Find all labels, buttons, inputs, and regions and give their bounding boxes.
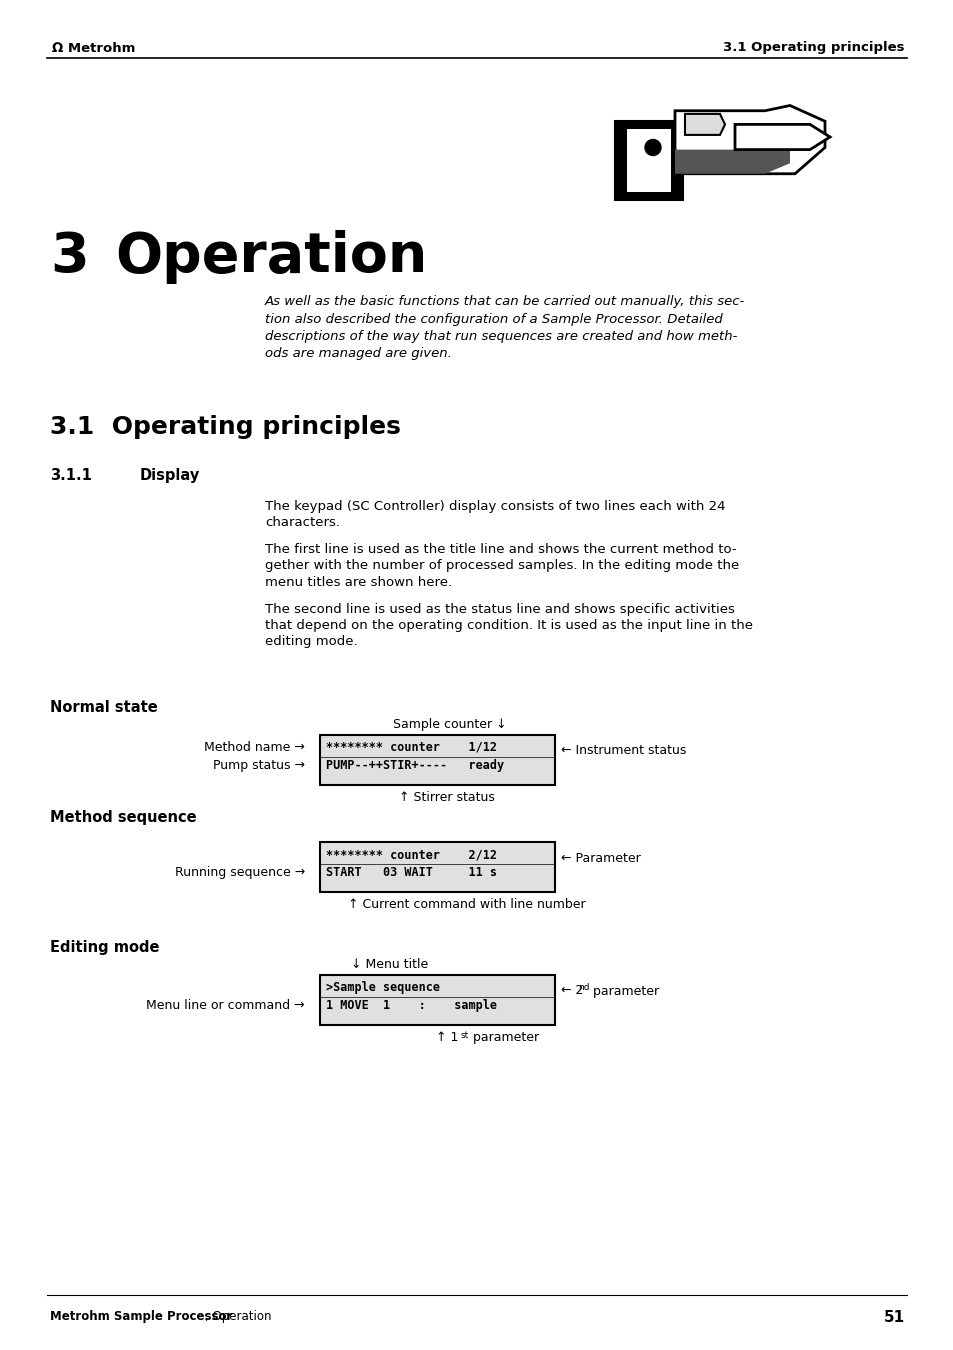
Text: , Operation: , Operation xyxy=(205,1310,272,1323)
Bar xyxy=(319,975,555,1025)
Text: Editing mode: Editing mode xyxy=(50,940,159,954)
Text: >Sample sequence: >Sample sequence xyxy=(326,981,439,994)
Text: Operation: Operation xyxy=(115,230,427,284)
Text: st: st xyxy=(460,1031,469,1040)
Text: 3.1.1: 3.1.1 xyxy=(50,468,91,483)
Text: Display: Display xyxy=(140,468,200,483)
Text: ← 2: ← 2 xyxy=(560,984,583,998)
Text: Menu line or command →: Menu line or command → xyxy=(146,999,305,1012)
Text: Method sequence: Method sequence xyxy=(50,810,196,825)
Text: PUMP--++STIR+----   ready: PUMP--++STIR+---- ready xyxy=(326,759,503,772)
Text: 51: 51 xyxy=(882,1310,904,1324)
Bar xyxy=(319,734,555,784)
Text: As well as the basic functions that can be carried out manually, this sec-: As well as the basic functions that can … xyxy=(265,296,744,308)
Text: nd: nd xyxy=(578,983,589,991)
Text: parameter: parameter xyxy=(469,1031,538,1044)
Text: 3.1 Operating principles: 3.1 Operating principles xyxy=(722,42,904,54)
Text: menu titles are shown here.: menu titles are shown here. xyxy=(265,576,452,589)
Text: Normal state: Normal state xyxy=(50,701,157,716)
Text: Ω Metrohm: Ω Metrohm xyxy=(52,42,135,54)
Text: Sample counter ↓: Sample counter ↓ xyxy=(393,718,506,730)
Polygon shape xyxy=(734,124,829,150)
FancyBboxPatch shape xyxy=(615,122,682,200)
Text: descriptions of the way that run sequences are created and how meth-: descriptions of the way that run sequenc… xyxy=(265,329,737,343)
Text: that depend on the operating condition. It is used as the input line in the: that depend on the operating condition. … xyxy=(265,620,752,632)
Text: Running sequence →: Running sequence → xyxy=(174,865,305,879)
Text: Metrohm Sample Processor: Metrohm Sample Processor xyxy=(50,1310,233,1323)
Text: ← Instrument status: ← Instrument status xyxy=(560,744,685,757)
Text: Method name →: Method name → xyxy=(204,741,305,755)
Text: 3: 3 xyxy=(50,230,89,284)
FancyBboxPatch shape xyxy=(626,130,670,192)
Text: 1 MOVE  1    :    sample: 1 MOVE 1 : sample xyxy=(326,999,497,1012)
Text: tion also described the configuration of a Sample Processor. Detailed: tion also described the configuration of… xyxy=(265,312,722,325)
Text: The second line is used as the status line and shows specific activities: The second line is used as the status li… xyxy=(265,602,734,616)
Text: Pump status →: Pump status → xyxy=(213,759,305,772)
Polygon shape xyxy=(684,113,724,135)
Text: 3.1  Operating principles: 3.1 Operating principles xyxy=(50,414,400,439)
Text: ← Parameter: ← Parameter xyxy=(560,852,640,864)
Text: ↑ Stirrer status: ↑ Stirrer status xyxy=(398,791,495,805)
Text: START   03 WAIT     11 s: START 03 WAIT 11 s xyxy=(326,865,497,879)
Text: ↑ Current command with line number: ↑ Current command with line number xyxy=(348,898,585,911)
Polygon shape xyxy=(675,105,824,174)
Bar xyxy=(319,842,555,892)
Text: characters.: characters. xyxy=(265,517,339,529)
Text: ods are managed are given.: ods are managed are given. xyxy=(265,347,452,360)
Text: The keypad (SC Controller) display consists of two lines each with 24: The keypad (SC Controller) display consi… xyxy=(265,500,724,513)
Text: ↓ Menu title: ↓ Menu title xyxy=(351,958,428,971)
Text: gether with the number of processed samples. In the editing mode the: gether with the number of processed samp… xyxy=(265,559,739,572)
Text: ******** counter    1/12: ******** counter 1/12 xyxy=(326,741,497,755)
Text: ↑ 1: ↑ 1 xyxy=(436,1031,457,1044)
Text: The first line is used as the title line and shows the current method to-: The first line is used as the title line… xyxy=(265,543,736,556)
Polygon shape xyxy=(675,150,789,174)
Text: ******** counter    2/12: ******** counter 2/12 xyxy=(326,848,497,861)
Circle shape xyxy=(644,139,660,155)
Text: parameter: parameter xyxy=(588,984,659,998)
Text: editing mode.: editing mode. xyxy=(265,636,357,648)
